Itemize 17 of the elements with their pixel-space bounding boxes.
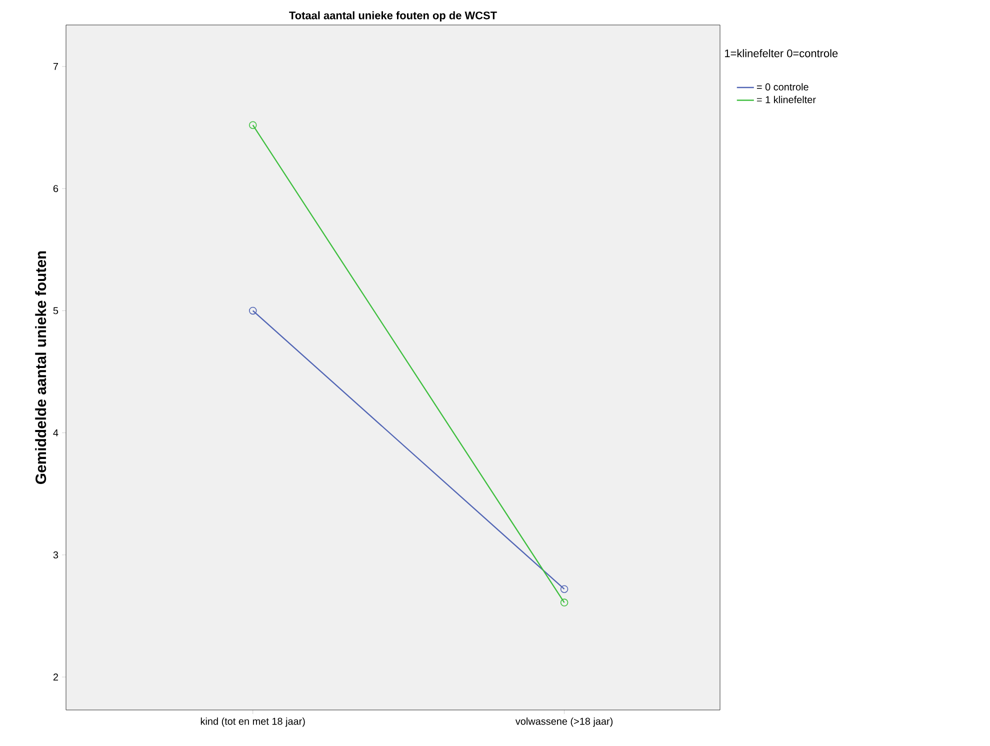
y-tick-label: 6 — [53, 185, 58, 192]
point — [248, 306, 257, 315]
point — [560, 585, 568, 593]
y-axis-title: Gemiddelde aantal unieke fouten — [35, 251, 46, 484]
x-tick-label: volwassene (>18 jaar) — [515, 718, 613, 727]
y-tick-label: 7 — [53, 63, 58, 70]
chart-title: Totaal aantal unieke fouten op de WCST — [289, 11, 497, 22]
y-tick-label: 2 — [53, 674, 58, 680]
y-tick-label: 5 — [53, 307, 58, 314]
legend-label: = 0 controle — [756, 83, 808, 90]
y-tick-label: 3 — [53, 551, 58, 558]
y-tick-label: 4 — [53, 429, 58, 436]
legend-label: = 1 klinefelter — [756, 96, 816, 104]
point — [560, 598, 568, 606]
x-tick-label: kind (tot en met 18 jaar) — [200, 718, 305, 727]
legend-title: 1=klinefelter 0=controle — [725, 49, 838, 58]
point — [248, 121, 257, 129]
